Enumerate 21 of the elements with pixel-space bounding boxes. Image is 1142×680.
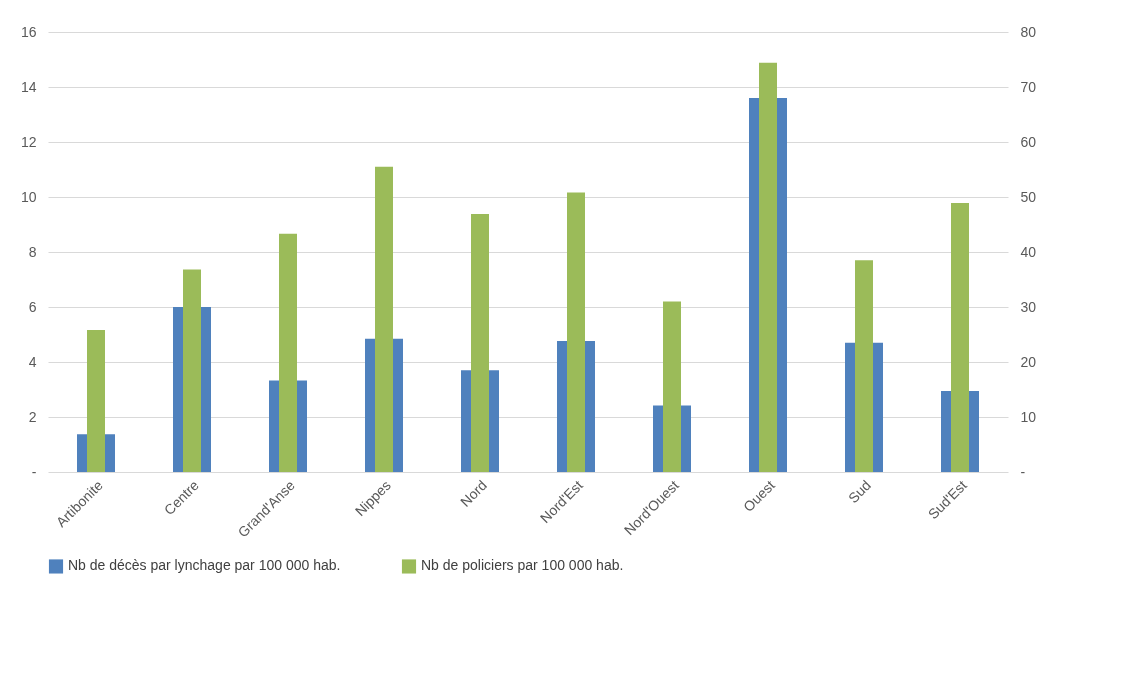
legend-label: Nb de décès par lynchage par 100 000 hab.: [68, 557, 341, 574]
y-tick-label: 10: [20, 188, 37, 205]
y-tick-label: 16: [20, 23, 37, 40]
y2-tick-label: 60: [1020, 133, 1037, 150]
y2-tick-label: 80: [1020, 23, 1037, 40]
y-tick-label: 6: [28, 298, 37, 315]
y-tick-label: 2: [28, 408, 37, 425]
y-tick-label: 14: [20, 78, 37, 95]
y-tick-label: 4: [28, 353, 37, 370]
y-tick-label: 8: [28, 243, 37, 260]
y2-tick-label: 40: [1020, 243, 1037, 260]
y2-tick-label: 20: [1020, 353, 1037, 370]
y2-tick-label: -: [1020, 463, 1026, 480]
x-tick-label: Sud: [844, 477, 874, 507]
y2-tick-label: 10: [1020, 408, 1037, 425]
legend-label: Nb de policiers par 100 000 hab.: [421, 557, 624, 574]
y2-tick-label: 50: [1020, 188, 1037, 205]
y2-tick-label: 30: [1020, 298, 1037, 315]
y-tick-label: -: [31, 463, 37, 480]
y2-tick-label: 70: [1020, 78, 1037, 95]
y-tick-label: 12: [20, 133, 37, 150]
